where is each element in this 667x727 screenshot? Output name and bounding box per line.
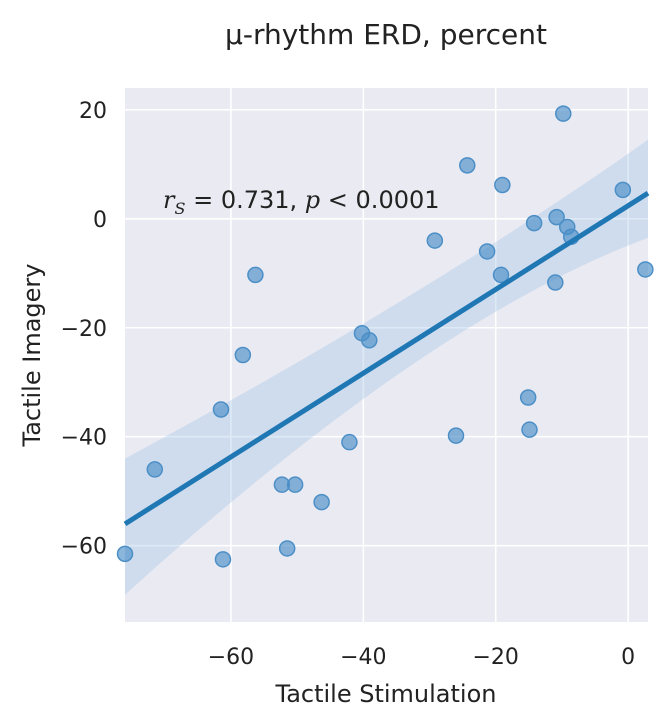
y-tick-label: −20 <box>61 317 107 342</box>
data-point <box>447 427 465 444</box>
y-axis-label: Tactile Imagery <box>18 264 46 448</box>
data-point <box>494 176 511 194</box>
regression-line <box>123 191 650 527</box>
data-point <box>286 476 304 493</box>
y-tick-label: −40 <box>61 426 107 451</box>
data-points <box>116 105 654 568</box>
data-point <box>521 421 538 438</box>
data-point <box>234 346 252 364</box>
p-value: < 0.0001 <box>320 186 439 214</box>
data-point <box>555 105 572 122</box>
confidence-band <box>125 139 648 595</box>
data-point <box>548 208 565 226</box>
data-point <box>361 332 378 349</box>
x-tick-label: 0 <box>621 645 635 670</box>
data-point <box>426 232 444 249</box>
data-point <box>459 157 476 174</box>
x-tick-label: −40 <box>340 645 386 670</box>
data-point <box>478 243 496 260</box>
y-tick-labels: 20 0 −20 −40 −60 <box>61 99 107 560</box>
data-point <box>146 461 164 478</box>
r-value: = 0.731, <box>185 186 304 214</box>
data-point <box>614 181 632 199</box>
data-point <box>278 540 296 557</box>
r-subscript: S <box>174 199 185 218</box>
p-symbol: p <box>305 186 320 214</box>
data-point <box>247 266 264 284</box>
correlation-annotation: rS = 0.731, p < 0.0001 <box>163 186 440 218</box>
data-point <box>547 274 564 291</box>
y-tick-label: 20 <box>79 99 107 124</box>
x-tick-label: −60 <box>208 645 254 670</box>
grid <box>125 88 648 622</box>
x-axis-label: Tactile Stimulation <box>275 680 497 708</box>
data-point <box>212 401 230 418</box>
y-tick-label: 0 <box>93 208 107 233</box>
data-point <box>341 433 358 451</box>
r-symbol: r <box>163 186 176 214</box>
x-tick-label: −20 <box>473 645 519 670</box>
chart-title: μ-rhythm ERD, percent <box>225 18 547 51</box>
plot-area <box>125 88 648 622</box>
y-tick-label: −60 <box>61 535 107 560</box>
data-point <box>116 545 134 563</box>
data-point <box>492 266 510 284</box>
x-tick-labels: −60 −40 −20 0 <box>208 645 635 670</box>
data-point <box>637 261 654 278</box>
data-point <box>214 551 232 568</box>
data-point <box>519 389 537 406</box>
data-point <box>525 214 543 232</box>
data-point <box>313 493 330 511</box>
